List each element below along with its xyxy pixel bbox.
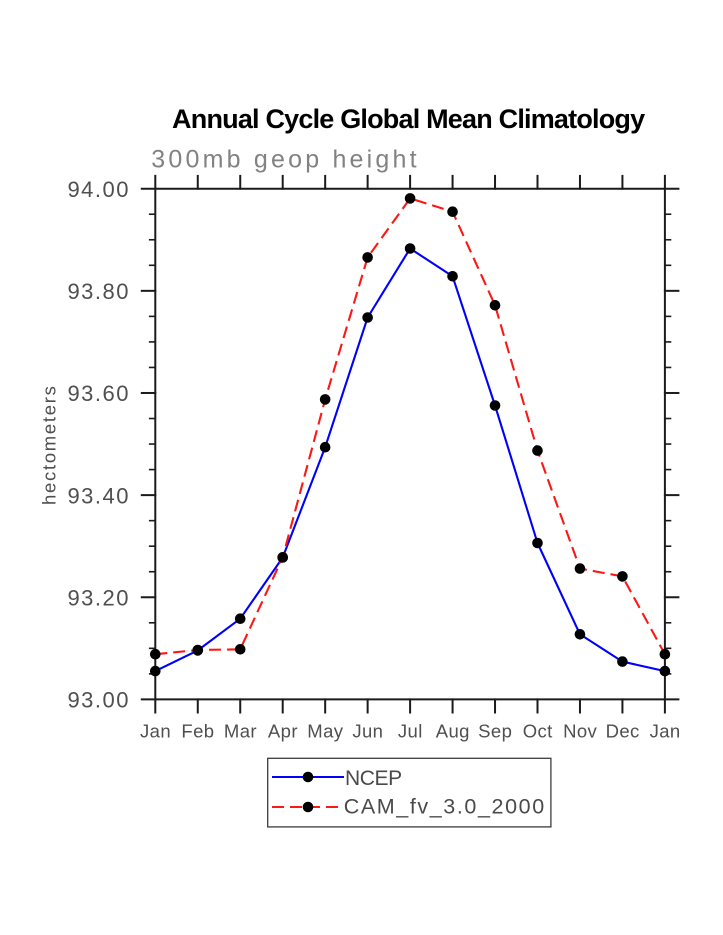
svg-text:93.00: 93.00	[67, 688, 130, 713]
svg-text:CAM_fv_3.0_2000: CAM_fv_3.0_2000	[344, 794, 546, 818]
svg-text:Mar: Mar	[224, 721, 257, 742]
svg-text:Annual Cycle Global Mean Clima: Annual Cycle Global Mean Climatology	[172, 104, 645, 134]
svg-text:hectometers: hectometers	[39, 384, 60, 505]
svg-text:Jun: Jun	[352, 721, 383, 742]
svg-text:May: May	[307, 721, 343, 742]
svg-text:Feb: Feb	[181, 721, 214, 742]
svg-text:Jan: Jan	[650, 721, 681, 742]
svg-text:93.80: 93.80	[67, 279, 130, 304]
svg-text:94.00: 94.00	[67, 177, 130, 202]
svg-text:NCEP: NCEP	[345, 767, 402, 790]
svg-text:Jul: Jul	[398, 721, 423, 742]
svg-text:93.40: 93.40	[67, 483, 130, 508]
svg-text:Nov: Nov	[563, 721, 597, 742]
svg-text:93.20: 93.20	[67, 585, 130, 610]
svg-text:Apr: Apr	[268, 721, 298, 742]
svg-text:Jan: Jan	[140, 721, 171, 742]
svg-text:93.60: 93.60	[67, 381, 130, 406]
svg-text:Oct: Oct	[523, 721, 553, 742]
svg-text:Dec: Dec	[606, 721, 640, 742]
svg-text:Aug: Aug	[436, 721, 470, 742]
svg-text:Sep: Sep	[478, 721, 512, 742]
svg-text:300mb geop height: 300mb geop height	[151, 146, 419, 174]
